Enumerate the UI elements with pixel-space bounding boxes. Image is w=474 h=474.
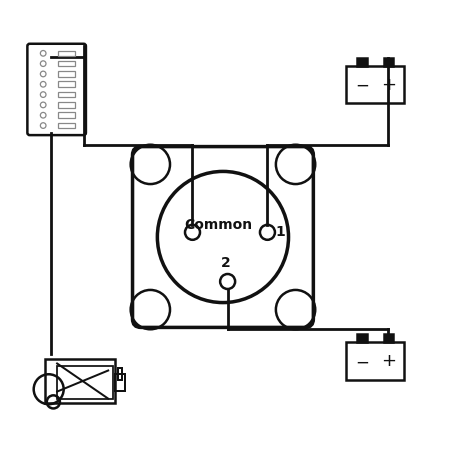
Bar	[58, 112, 75, 118]
Bar	[346, 342, 404, 380]
Bar	[383, 57, 393, 66]
Bar	[346, 66, 404, 103]
Text: $+$: $+$	[381, 352, 396, 370]
Bar	[57, 366, 113, 399]
Bar	[58, 92, 75, 98]
Bar	[58, 71, 75, 77]
Bar	[58, 61, 75, 66]
Bar	[45, 359, 115, 403]
Bar	[115, 374, 125, 391]
Text: $-$: $-$	[355, 76, 369, 94]
Bar	[58, 102, 75, 108]
Text: $-$: $-$	[355, 352, 369, 370]
Text: 2: 2	[220, 256, 230, 270]
Bar	[357, 334, 367, 342]
Bar	[58, 123, 75, 128]
Bar	[58, 82, 75, 87]
Text: 1: 1	[276, 225, 285, 239]
Bar	[118, 368, 122, 380]
Text: Common: Common	[184, 219, 252, 232]
Bar	[58, 51, 75, 56]
Bar	[357, 57, 367, 66]
Bar	[383, 334, 393, 342]
Text: $+$: $+$	[381, 76, 396, 94]
